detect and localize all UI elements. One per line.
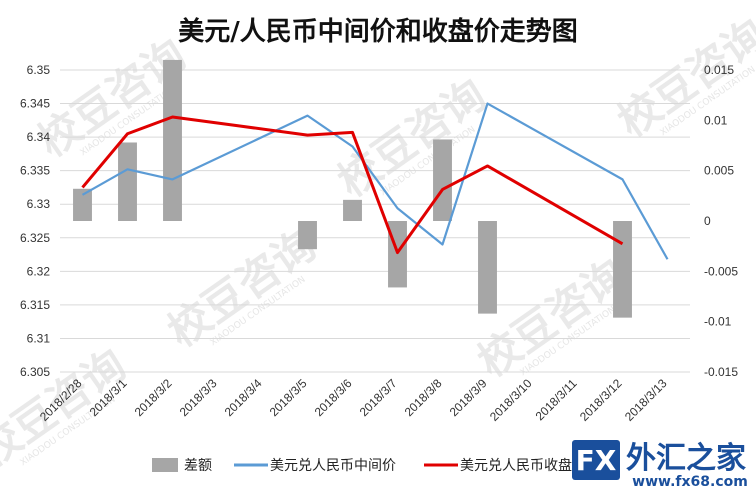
right-tick-label: 0.005 [704,164,734,178]
x-tick-label: 2018/3/12 [577,376,625,424]
left-tick-label: 6.315 [20,298,50,312]
site-logo: FX 外汇之家 www.fx68.com [572,440,748,490]
bar [118,142,137,221]
left-tick-label: 6.33 [27,197,51,211]
x-tick-label: 2018/3/11 [533,376,580,423]
right-tick-label: -0.005 [704,264,738,278]
x-tick-label: 2018/3/8 [402,376,445,419]
bar [478,221,497,314]
bar [298,221,317,250]
logo-sub: www.fx68.com [632,474,748,490]
bar [613,221,632,318]
watermark-text: 校豆咨询 [0,340,135,477]
series-line-1 [81,102,669,260]
legend-label: 差额 [184,458,212,474]
logo-brand: FX [576,444,617,477]
x-tick-label: 2018/3/3 [177,376,220,419]
left-tick-label: 6.31 [27,331,51,345]
left-tick-label: 6.335 [20,164,50,178]
x-tick-label: 2018/3/13 [622,376,670,424]
bar [343,199,362,221]
right-axis: -0.015 -0.01 -0.005 0 0.005 0.01 0.015 [704,63,738,379]
x-tick-label: 2018/3/7 [357,376,400,419]
left-tick-label: 6.35 [27,63,51,77]
bar [433,139,452,221]
bar [73,188,92,221]
left-tick-label: 6.345 [20,97,50,111]
right-tick-label: 0 [704,214,711,228]
left-tick-label: 6.32 [27,264,51,278]
x-tick-label: 2018/3/5 [267,376,310,419]
legend: 差额 美元兑人民币中间价 美元兑人民币收盘价 [152,457,586,474]
left-tick-label: 6.305 [20,365,50,379]
left-tick-label: 6.34 [27,130,51,144]
logo-main: 外汇之家 [626,441,746,476]
x-tick-label: 2018/3/4 [222,376,265,419]
right-tick-label: -0.01 [704,315,732,329]
bar-series [73,59,632,318]
legend-swatch [152,458,178,472]
x-tick-label: 2018/3/6 [312,376,355,419]
legend-label: 美元兑人民币中间价 [270,458,396,474]
legend-label: 美元兑人民币收盘价 [460,457,586,474]
x-tick-label: 2018/3/9 [447,376,490,419]
right-tick-label: 0.01 [704,113,728,127]
x-axis: 2018/2/28 2018/3/1 2018/3/2 2018/3/3 2018/3/… [37,376,670,424]
bar [163,59,182,221]
right-tick-label: -0.015 [704,365,738,379]
chart-title: 美元/人民币中间价和收盘价走势图 [178,16,578,47]
line-series [81,102,669,260]
x-tick-label: 2018/3/2 [132,376,175,419]
left-axis: 6.305 6.31 6.315 6.32 6.325 6.33 6.335 6.34 6.34… [20,63,50,379]
right-tick-label: 0.015 [704,63,734,77]
left-tick-label: 6.325 [20,231,50,245]
series-line-2 [81,115,624,255]
